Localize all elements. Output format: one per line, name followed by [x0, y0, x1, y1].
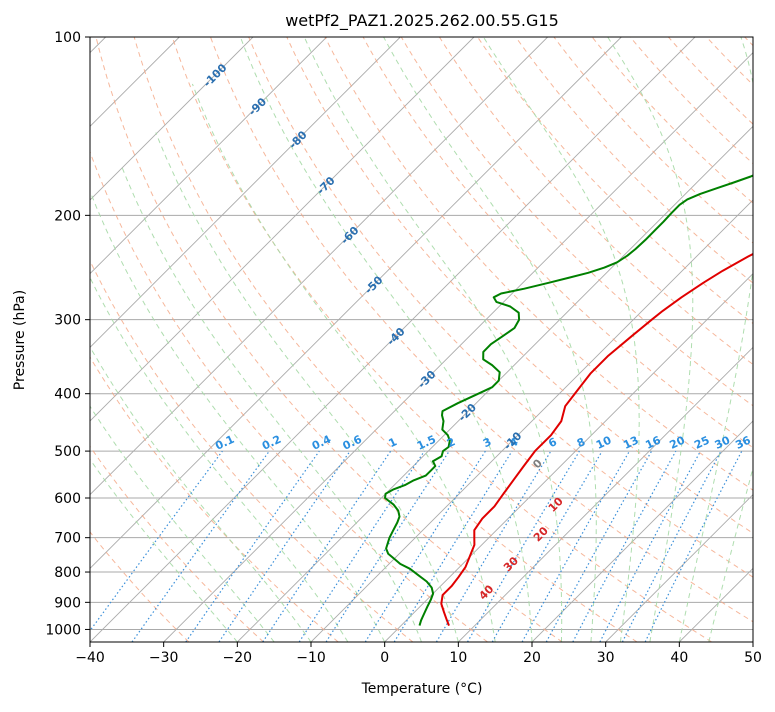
x-tick-label: −20 — [223, 650, 253, 666]
y-tick-label: 900 — [54, 595, 81, 611]
x-tick-label: 50 — [744, 650, 762, 666]
y-tick-label: 400 — [54, 387, 81, 403]
y-tick-label: 300 — [54, 313, 81, 329]
y-tick-label: 100 — [54, 30, 81, 46]
y-tick-label: 800 — [54, 565, 81, 581]
x-tick-label: 30 — [597, 650, 615, 666]
x-tick-label: −30 — [149, 650, 179, 666]
y-tick-label: 700 — [54, 531, 81, 547]
chart-title: wetPf2_PAZ1.2025.262.00.55.G15 — [285, 11, 559, 31]
y-axis-label: Pressure (hPa) — [12, 290, 28, 390]
x-tick-label: 40 — [670, 650, 688, 666]
y-tick-label: 600 — [54, 491, 81, 507]
y-tick-label: 1000 — [45, 622, 81, 638]
x-tick-label: −10 — [296, 650, 326, 666]
y-tick-label: 200 — [54, 208, 81, 224]
x-tick-label: −40 — [75, 650, 105, 666]
y-tick-label: 500 — [54, 444, 81, 460]
x-tick-label: 0 — [380, 650, 389, 666]
x-axis-label: Temperature (°C) — [361, 681, 483, 697]
x-tick-label: 20 — [523, 650, 541, 666]
x-tick-label: 10 — [449, 650, 467, 666]
